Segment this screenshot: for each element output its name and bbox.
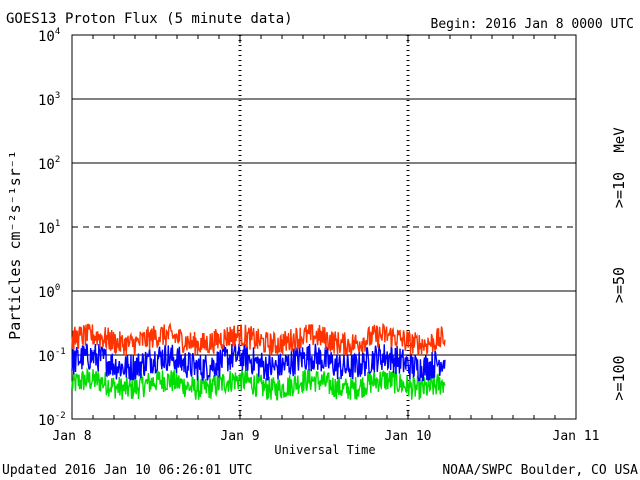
legend-series-50mev: >=50 <box>610 267 628 303</box>
x-tick-label: Jan 10 <box>385 429 432 444</box>
chart-title: GOES13 Proton Flux (5 minute data) <box>6 11 293 27</box>
x-tick-labels: Jan 8 Jan 9 Jan 10 Jan 11 <box>52 429 599 444</box>
series-line-ge100 <box>71 367 446 401</box>
x-tick-label: Jan 11 <box>553 429 600 444</box>
begin-label: Begin: 2016 Jan 8 0000 UTC <box>431 17 635 32</box>
y-tick-label: 10-1 <box>38 347 66 365</box>
legend-series-10mev: >=10 <box>610 172 628 208</box>
unit-label: MeV <box>612 127 628 153</box>
updated-timestamp: Updated 2016 Jan 10 06:26:01 UTC <box>2 463 252 478</box>
x-tick-label: Jan 8 <box>52 429 91 444</box>
legend-series-100mev: >=100 <box>610 355 628 400</box>
series-line-ge10 <box>71 321 446 356</box>
y-tick-label: 100 <box>38 283 60 301</box>
y-tick-labels: 10-2 10-1 100 101 102 103 104 <box>38 27 66 429</box>
x-tick-label: Jan 9 <box>220 429 259 444</box>
y-tick-label: 102 <box>38 155 60 173</box>
y-tick-label: 104 <box>38 27 60 45</box>
credit-label: NOAA/SWPC Boulder, CO USA <box>442 463 638 478</box>
x-axis-label: Universal Time <box>274 443 375 457</box>
series-line-ge50 <box>71 341 446 382</box>
series-group <box>71 321 446 401</box>
y-tick-label: 10-2 <box>38 411 66 429</box>
y-tick-label: 103 <box>38 91 60 109</box>
y-axis-label: Particles cm⁻²s⁻¹sr⁻¹ <box>6 150 24 340</box>
y-tick-label: 101 <box>38 219 60 237</box>
